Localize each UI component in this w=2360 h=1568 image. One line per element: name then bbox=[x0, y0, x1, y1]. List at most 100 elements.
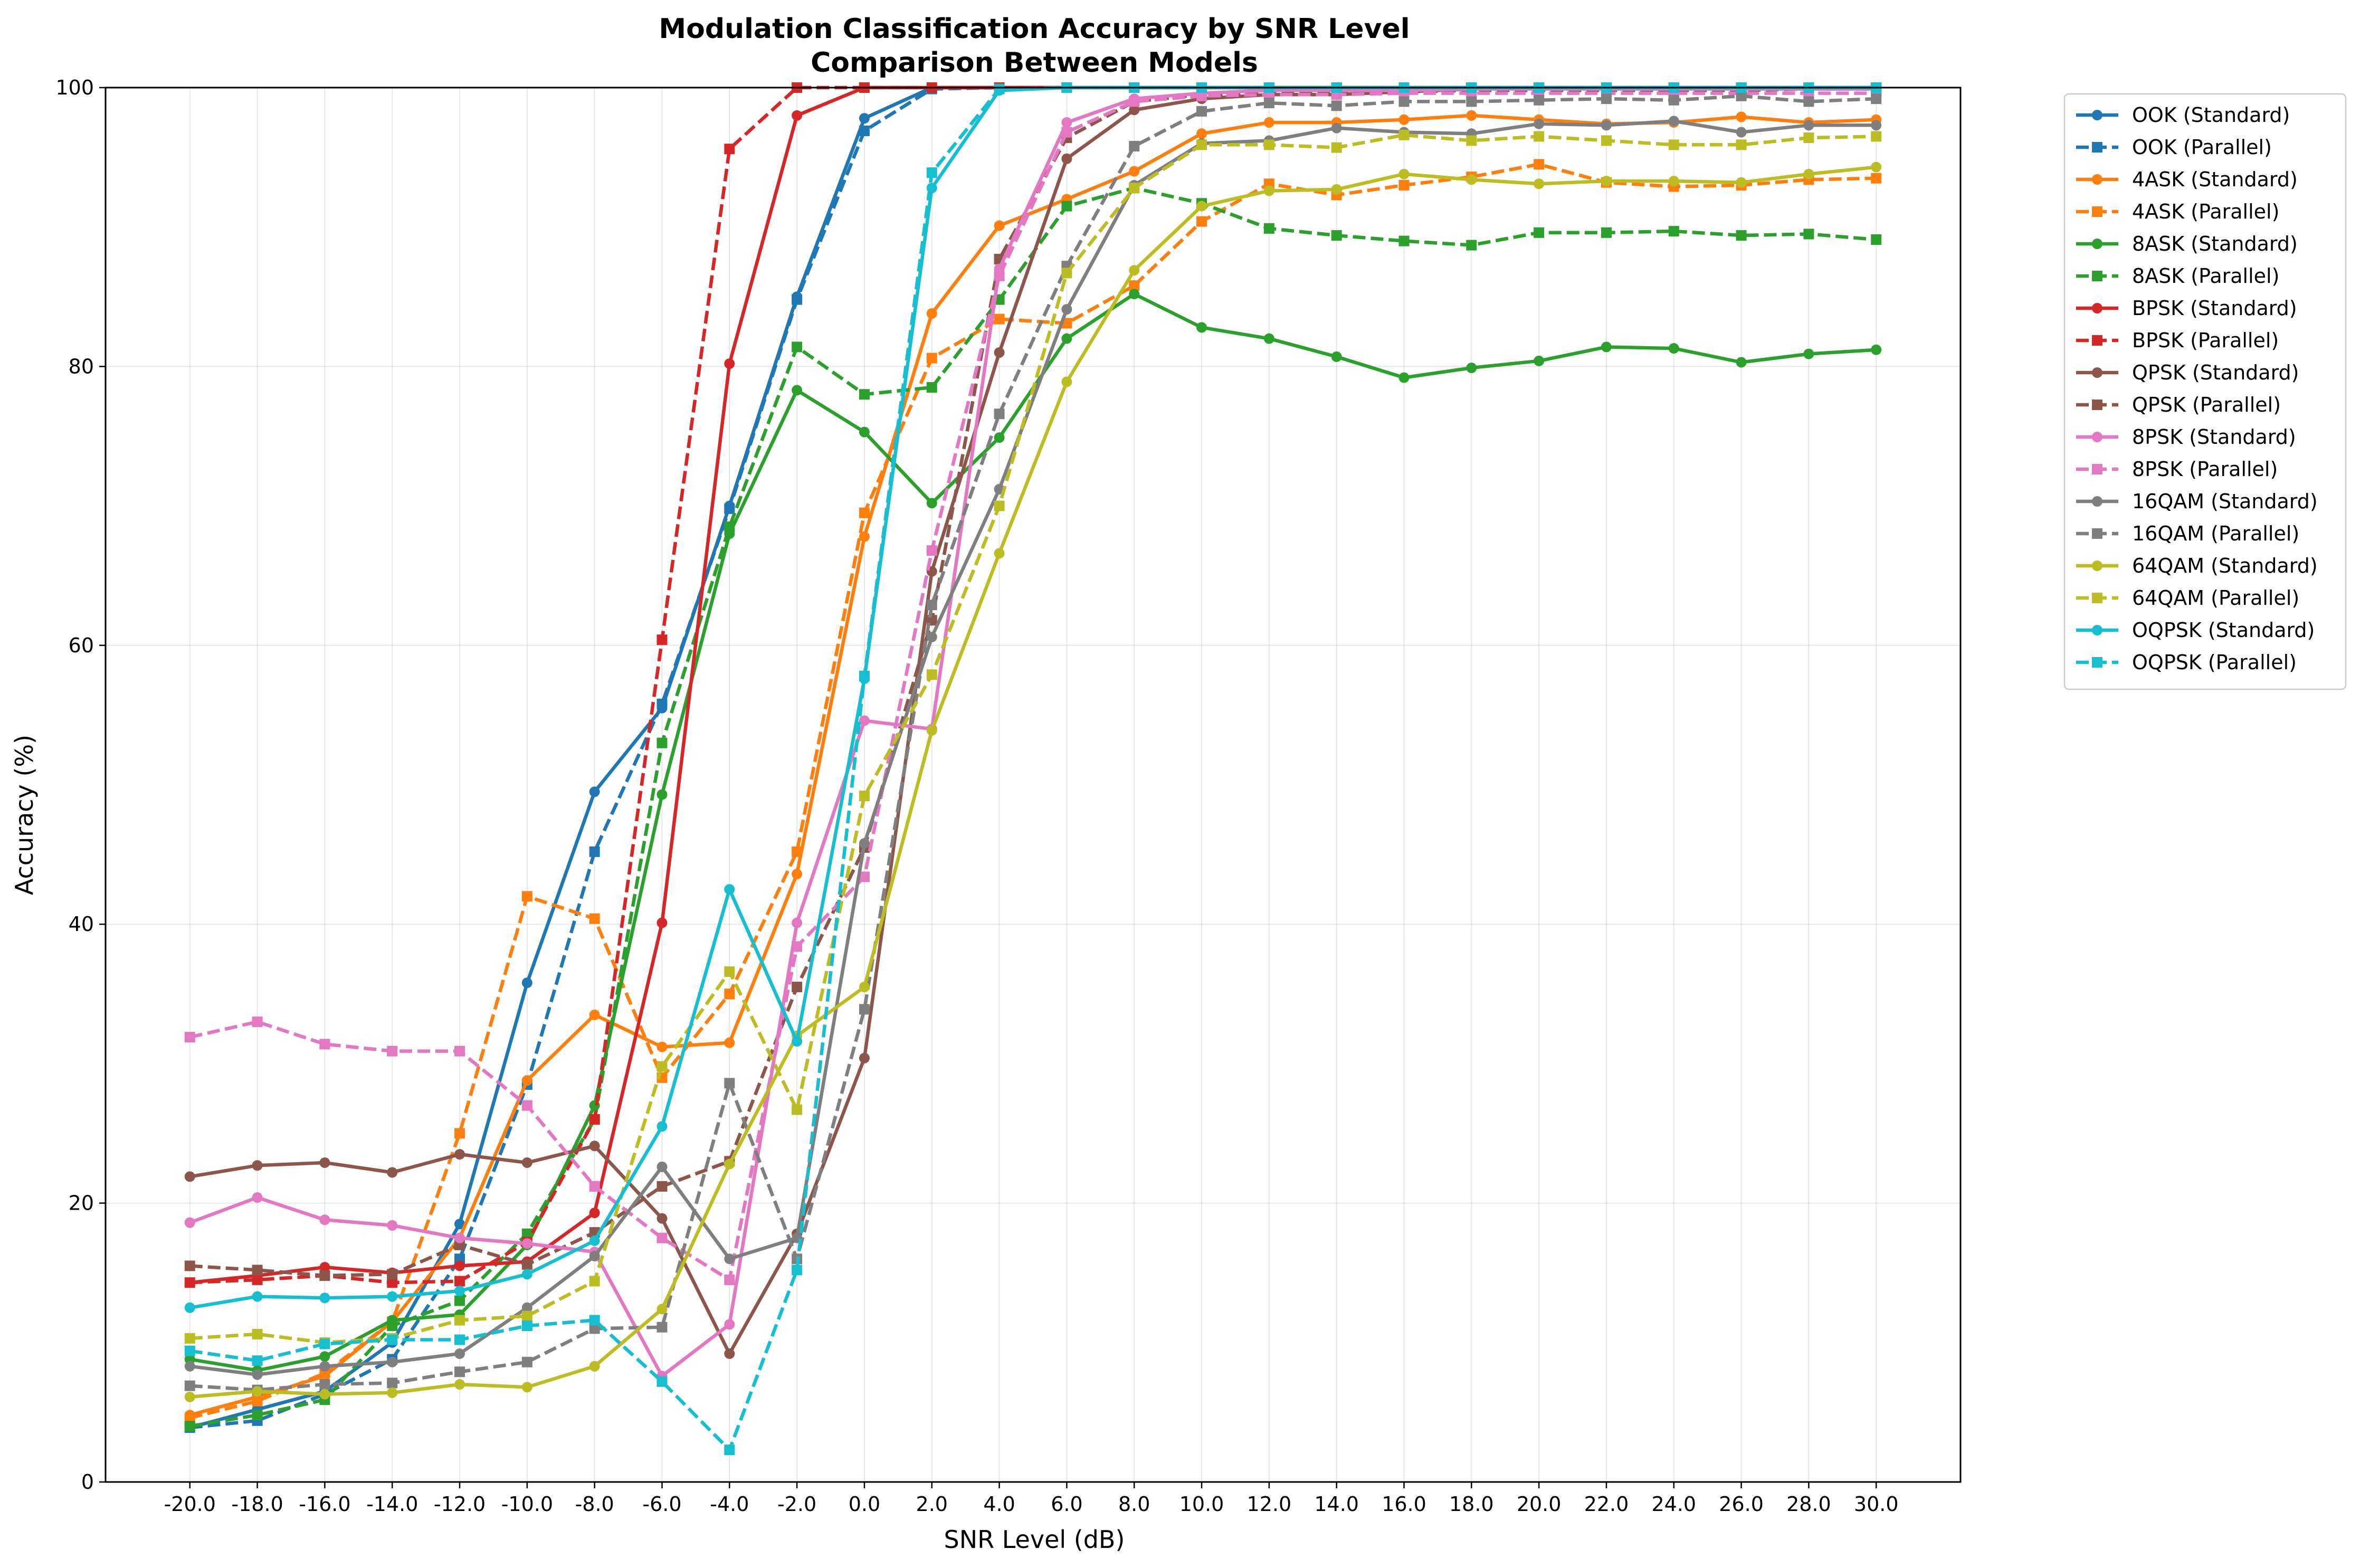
data-point bbox=[656, 1121, 668, 1132]
data-point bbox=[994, 548, 1005, 559]
legend-marker bbox=[2092, 657, 2102, 668]
data-point bbox=[994, 313, 1005, 325]
data-point bbox=[521, 1269, 532, 1280]
data-point bbox=[792, 1104, 803, 1115]
legend-entry-8ask-parallel: 8ASK (Parallel) bbox=[2076, 264, 2279, 288]
data-point bbox=[724, 1348, 735, 1359]
y-axis-label: Accuracy (%) bbox=[10, 735, 39, 895]
legend-label: 8ASK (Standard) bbox=[2132, 232, 2298, 255]
legend-label: OOK (Parallel) bbox=[2132, 136, 2272, 159]
data-point bbox=[724, 503, 735, 514]
data-point bbox=[1668, 226, 1679, 237]
data-point bbox=[792, 982, 803, 993]
data-point bbox=[252, 1265, 263, 1276]
data-point bbox=[1398, 129, 1410, 140]
data-point bbox=[926, 600, 937, 611]
legend-entry-qpsk-parallel: QPSK (Parallel) bbox=[2076, 393, 2281, 416]
data-point bbox=[454, 1128, 465, 1139]
data-point bbox=[1196, 90, 1207, 101]
legend-entry-64qam-standard: 64QAM (Standard) bbox=[2076, 554, 2318, 577]
legend-box bbox=[2063, 93, 2347, 690]
legend-entry-bpsk-parallel: BPSK (Parallel) bbox=[2076, 329, 2279, 352]
data-point bbox=[1061, 201, 1072, 212]
data-point bbox=[1534, 355, 1545, 366]
x-tick-label: 10.0 bbox=[1179, 1493, 1224, 1516]
data-point bbox=[1736, 177, 1747, 188]
data-point bbox=[454, 1348, 465, 1359]
legend-label: QPSK (Parallel) bbox=[2132, 393, 2281, 416]
data-point bbox=[454, 1219, 465, 1230]
data-point bbox=[656, 1376, 668, 1387]
data-point bbox=[1601, 120, 1612, 131]
data-point bbox=[387, 1220, 398, 1231]
data-point bbox=[521, 1382, 532, 1393]
data-point bbox=[454, 1286, 465, 1297]
data-point bbox=[859, 389, 870, 400]
data-point bbox=[252, 1395, 263, 1407]
data-point bbox=[994, 408, 1005, 420]
data-point bbox=[1736, 230, 1747, 241]
data-point bbox=[724, 1253, 735, 1265]
data-point bbox=[1129, 289, 1140, 300]
data-point bbox=[589, 1361, 600, 1372]
data-point bbox=[1803, 168, 1814, 179]
data-point bbox=[859, 531, 870, 542]
legend-entry-bpsk-standard: BPSK (Standard) bbox=[2076, 297, 2297, 320]
data-point bbox=[1601, 93, 1612, 104]
x-tick-label: -10.0 bbox=[501, 1493, 553, 1516]
data-point bbox=[454, 1295, 465, 1306]
data-point bbox=[252, 1410, 263, 1421]
data-point bbox=[589, 1250, 600, 1261]
legend-entry-16qam-parallel: 16QAM (Parallel) bbox=[2076, 522, 2299, 545]
data-point bbox=[1263, 98, 1274, 109]
data-point bbox=[1668, 94, 1679, 106]
legend-marker bbox=[2092, 303, 2102, 313]
data-point bbox=[994, 83, 1005, 94]
data-point bbox=[724, 358, 735, 369]
data-point bbox=[387, 1291, 398, 1302]
legend-marker bbox=[2092, 239, 2102, 249]
legend-entry-qpsk-standard: QPSK (Standard) bbox=[2076, 361, 2299, 384]
data-point bbox=[1196, 128, 1207, 139]
data-point bbox=[454, 1276, 465, 1287]
data-point bbox=[926, 631, 937, 642]
legend-entry-oqpsk-standard: OQPSK (Standard) bbox=[2076, 619, 2315, 642]
data-point bbox=[926, 353, 937, 364]
data-point bbox=[589, 1276, 600, 1287]
x-tick-label: -8.0 bbox=[575, 1493, 614, 1516]
data-point bbox=[387, 1387, 398, 1398]
x-tick-label: 14.0 bbox=[1314, 1493, 1359, 1516]
data-point bbox=[1601, 227, 1612, 238]
x-tick-label: -14.0 bbox=[366, 1493, 418, 1516]
data-point bbox=[656, 698, 668, 709]
data-point bbox=[184, 1391, 195, 1402]
data-point bbox=[521, 1259, 532, 1270]
series-64qam-parallel bbox=[184, 129, 1882, 1348]
data-point bbox=[252, 1016, 263, 1028]
ticks-layer: -20.0 -18.0 -16.0 -14.0 -12.0 -10.0 -8.0 -6.0 -4… bbox=[55, 76, 1898, 1516]
data-point bbox=[1263, 185, 1274, 196]
data-point bbox=[1736, 127, 1747, 138]
legend-marker bbox=[2092, 400, 2102, 410]
series-line bbox=[189, 91, 1877, 1282]
data-point bbox=[792, 1036, 803, 1047]
data-point bbox=[1668, 343, 1679, 354]
data-point bbox=[1466, 240, 1477, 251]
data-point bbox=[656, 917, 668, 928]
data-point bbox=[656, 789, 668, 800]
data-point bbox=[252, 1160, 263, 1171]
data-point bbox=[792, 941, 803, 952]
data-point bbox=[1466, 96, 1477, 107]
data-point bbox=[926, 725, 937, 736]
data-point bbox=[859, 113, 870, 124]
data-point bbox=[184, 1171, 195, 1182]
data-point bbox=[521, 977, 532, 989]
data-point bbox=[1331, 351, 1342, 362]
y-tick-label: 20 bbox=[69, 1192, 94, 1215]
data-point bbox=[1331, 122, 1342, 134]
data-point bbox=[589, 1235, 600, 1246]
data-point bbox=[319, 1270, 330, 1281]
data-point bbox=[1871, 93, 1882, 104]
data-point bbox=[1534, 131, 1545, 142]
data-point bbox=[319, 1379, 330, 1390]
